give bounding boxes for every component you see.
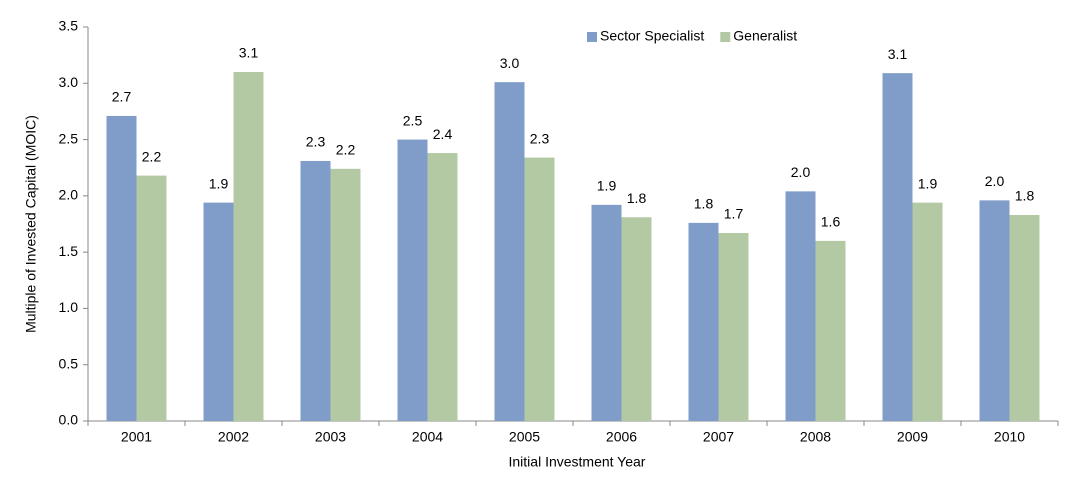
bar [524,157,555,421]
bar [330,168,361,421]
y-tick-label: 1.0 [59,299,79,315]
bar [718,233,749,421]
bar [397,139,428,422]
bar [136,175,167,421]
bar [785,191,816,421]
bar [203,202,234,421]
value-label: 2.2 [142,148,162,164]
x-tick-label: 2005 [509,429,540,445]
value-label: 2.0 [985,173,1005,189]
value-label: 2.5 [403,112,423,128]
value-label: 3.1 [888,46,908,62]
bar [591,204,622,421]
value-label: 1.9 [209,175,229,191]
legend-swatch [587,32,597,42]
y-tick-label: 1.5 [59,243,79,259]
value-label: 2.2 [336,142,356,158]
x-tick-label: 2003 [315,429,346,445]
y-axis-title: Multiple of Invested Capital (MOIC) [23,115,39,333]
value-label: 2.3 [530,130,550,146]
x-tick-label: 2010 [994,429,1025,445]
y-tick-label: 3.0 [59,74,79,90]
bar [1009,214,1040,421]
value-label: 1.8 [627,190,647,206]
bar [979,200,1010,421]
bar [233,72,264,422]
value-label: 2.4 [433,126,453,142]
legend-swatch [720,32,731,42]
bar [300,160,331,421]
bar [494,82,525,421]
x-tick-label: 2008 [800,429,831,445]
x-tick-label: 2004 [412,429,443,445]
bar [688,222,719,421]
value-label: 2.3 [306,134,326,150]
value-label: 1.8 [1015,188,1035,204]
value-label: 1.7 [724,206,744,222]
y-tick-label: 0.0 [59,412,79,428]
legend-label: Generalist [733,28,797,44]
value-label: 2.0 [791,164,811,180]
x-tick-label: 2006 [606,429,637,445]
legend-label: Sector Specialist [600,28,704,44]
value-label: 3.0 [500,55,520,71]
value-label: 3.1 [239,45,259,61]
y-tick-label: 2.0 [59,187,79,203]
value-label: 1.9 [918,175,938,191]
x-tick-label: 2009 [897,429,928,445]
value-label: 1.8 [694,196,714,212]
bar [106,115,137,421]
bar [427,153,458,421]
x-tick-label: 2002 [218,429,249,445]
value-label: 2.7 [112,89,132,105]
bar [912,202,943,421]
bar [621,217,652,421]
y-tick-label: 0.5 [59,355,79,371]
x-axis-title: Initial Investment Year [509,454,646,470]
bar [882,73,913,421]
y-tick-label: 2.5 [59,130,79,146]
y-tick-label: 3.5 [59,18,79,34]
value-label: 1.9 [597,178,617,194]
bar [815,240,846,421]
x-tick-label: 2001 [121,429,152,445]
x-tick-label: 2007 [703,429,734,445]
value-label: 1.6 [821,214,841,230]
